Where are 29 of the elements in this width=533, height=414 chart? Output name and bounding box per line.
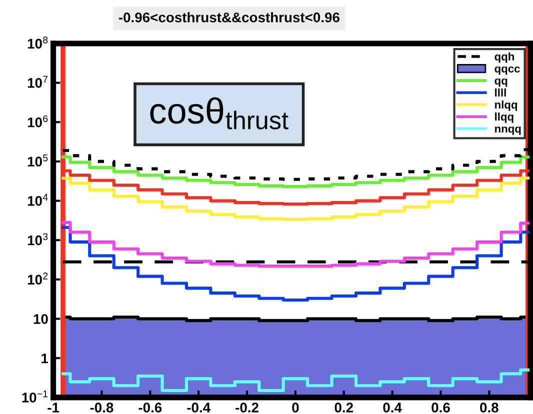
x-tick-label: -1 — [48, 402, 60, 412]
y-tick-label: 10$^{7}$ — [28, 76, 48, 88]
y-tick-label: 10$^{3}$ — [28, 233, 48, 246]
chart-title: -0.96<costhrust&&costhrust<0.96 — [118, 12, 340, 22]
y-tick-label: 10$^{4}$ — [28, 194, 48, 206]
x-tick-label: -0.4 — [187, 402, 210, 413]
legend-label: qqcc — [494, 66, 520, 75]
x-tick-label: -0.8 — [90, 402, 114, 413]
x-tick-label: 0.4 — [383, 402, 402, 413]
y-tick-label: 10 — [34, 314, 48, 324]
legend-label: llll — [495, 88, 506, 96]
legend-label: nlqq — [495, 100, 518, 111]
y-tick-label: 10$^{2}$ — [28, 272, 48, 285]
x-tick-label: 0.8 — [480, 402, 498, 413]
y-tick-label: 10$^{6}$ — [28, 115, 48, 128]
annotation: cosθ$_{thrust}$ — [150, 97, 288, 130]
x-tick-label: 0 — [292, 402, 299, 413]
y-tick-label: 1 — [42, 354, 48, 364]
x-tick-label: -0.6 — [138, 402, 162, 413]
legend-label: qq — [494, 78, 508, 87]
legend-label: llqq — [495, 112, 514, 123]
y-tick-label: 10$^{5}$ — [28, 154, 48, 167]
x-tick-label: 0.2 — [334, 402, 353, 413]
y-tick-label: 10$^{−1}$ — [22, 390, 48, 402]
x-tick-label: 0.6 — [432, 402, 450, 413]
x-tick-label: -0.2 — [236, 402, 258, 413]
legend-label: nnqq — [495, 126, 521, 135]
legend-label: qqh — [494, 52, 514, 63]
y-tick-label: 10$^{8}$ — [28, 36, 48, 49]
